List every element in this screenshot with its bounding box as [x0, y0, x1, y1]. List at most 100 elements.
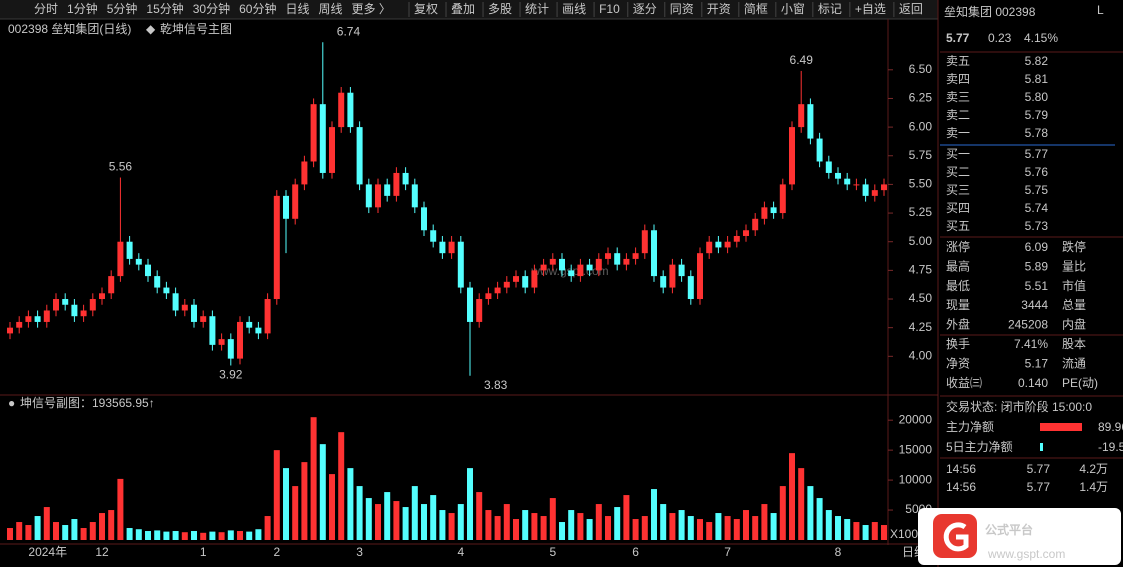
candle-body: [687, 276, 694, 300]
flow-label: 5日主力净额: [946, 440, 1013, 454]
tool-button[interactable]: 同资: [670, 2, 694, 16]
book-label: 买一: [946, 147, 970, 161]
period-tab[interactable]: 1分钟: [67, 1, 98, 16]
tool-button[interactable]: 开资: [707, 2, 731, 16]
logo-icon: [933, 514, 977, 558]
period-tab[interactable]: 周线: [318, 2, 342, 16]
book-price: 5.73: [1025, 219, 1049, 233]
candle-body: [697, 253, 703, 300]
tick-volume: 1.4万: [1079, 480, 1108, 494]
volume-bar: [853, 522, 860, 540]
period-tab[interactable]: 更多 〉: [352, 2, 391, 16]
candle-body: [871, 190, 878, 196]
volume-bar: [503, 504, 510, 540]
volume-bar: [62, 525, 69, 540]
volume-bar: [356, 486, 363, 540]
candle-body: [467, 287, 473, 322]
tool-button[interactable]: 统计: [525, 2, 549, 16]
period-tab[interactable]: 30分钟: [193, 1, 230, 16]
tool-button[interactable]: 画线: [562, 2, 586, 16]
volume-bar: [421, 504, 427, 540]
candle-body: [844, 178, 851, 185]
flow-label: 主力净额: [946, 420, 994, 434]
tool-button[interactable]: F10: [599, 2, 620, 16]
candle-body: [770, 207, 777, 214]
candle-body: [108, 276, 115, 294]
volume-bar: [687, 516, 694, 540]
candle-body: [53, 299, 59, 311]
volume-bar: [522, 510, 529, 540]
book-label: 买三: [946, 183, 970, 197]
tool-button[interactable]: 复权: [414, 2, 438, 16]
tool-button[interactable]: 叠加: [451, 2, 475, 16]
y-tick-label: 20000: [899, 412, 933, 426]
tool-button[interactable]: +自选: [855, 2, 886, 16]
volume-bar: [218, 532, 225, 540]
candle-body: [522, 276, 529, 288]
candle-body: [145, 264, 151, 277]
volume-bar: [99, 513, 105, 540]
candle-body: [163, 287, 170, 294]
candle-body: [237, 321, 243, 359]
volume-bar: [724, 516, 731, 540]
indicator-icon[interactable]: ◆: [146, 22, 156, 36]
trade-status: 交易状态: 闭市阶段 15:00:0: [946, 399, 1092, 414]
tool-button[interactable]: 小窗: [781, 2, 805, 16]
volume-bar: [273, 450, 280, 540]
tool-button[interactable]: 返回: [899, 2, 923, 16]
collapse-icon[interactable]: ●: [8, 396, 15, 410]
candle-body: [310, 104, 317, 162]
period-tab[interactable]: 日线: [285, 2, 309, 16]
candle-body: [283, 195, 289, 219]
period-tab[interactable]: 60分钟: [239, 1, 276, 16]
volume-bar: [7, 528, 13, 540]
period-tab[interactable]: 15分钟: [146, 1, 183, 16]
candle-body: [485, 293, 492, 300]
volume-bar: [623, 495, 630, 540]
book-label: 买四: [946, 201, 970, 215]
candle-body: [430, 230, 437, 242]
tool-button[interactable]: 逐分: [633, 2, 657, 16]
volume-bar: [825, 510, 832, 540]
period-tab[interactable]: 分时: [34, 2, 58, 16]
y-tick-label: 5.50: [909, 177, 933, 191]
candle-body: [402, 172, 409, 185]
sub-title: 坤信号副图：193565.95↑: [20, 395, 155, 410]
volume-bar: [540, 516, 547, 540]
candle-body: [439, 241, 446, 254]
candle-body: [503, 281, 510, 288]
y-tick-label: 4.75: [909, 263, 933, 277]
price-annotation: 6.74: [337, 24, 361, 38]
candle-body: [393, 172, 400, 196]
candle-body: [62, 299, 69, 305]
tool-button[interactable]: 简框: [744, 2, 768, 16]
toolbar: [0, 0, 938, 19]
candle-body: [632, 253, 639, 259]
tool-button[interactable]: 多股: [488, 2, 512, 16]
book-label: 卖一: [946, 126, 970, 140]
stat-value: 5.89: [1025, 259, 1049, 273]
volume-bar: [448, 513, 455, 540]
book-price: 5.82: [1025, 54, 1049, 68]
period-tab[interactable]: 5分钟: [107, 1, 138, 16]
stat-value: 6.09: [1025, 240, 1049, 254]
volume-bar: [844, 519, 851, 540]
volume-bar: [246, 531, 253, 540]
volume-bar: [549, 498, 556, 540]
book-label: 卖二: [946, 108, 970, 122]
candle-body: [476, 299, 483, 322]
candle-body: [761, 207, 768, 219]
main-indicator[interactable]: 乾坤信号主图: [160, 21, 232, 36]
stat-label: 市值: [1062, 278, 1086, 293]
volume-bar: [439, 510, 446, 540]
volume-bar: [697, 519, 703, 540]
candle-body: [117, 241, 124, 277]
tool-button[interactable]: 标记: [818, 2, 842, 16]
stat-value: 3444: [1021, 298, 1048, 312]
candle-body: [319, 104, 326, 173]
candle-body: [798, 104, 805, 128]
price-annotation: 3.83: [484, 378, 508, 392]
y-tick-label: 5.00: [909, 234, 933, 248]
candle-body: [264, 299, 271, 334]
volume-bar: [881, 525, 887, 540]
